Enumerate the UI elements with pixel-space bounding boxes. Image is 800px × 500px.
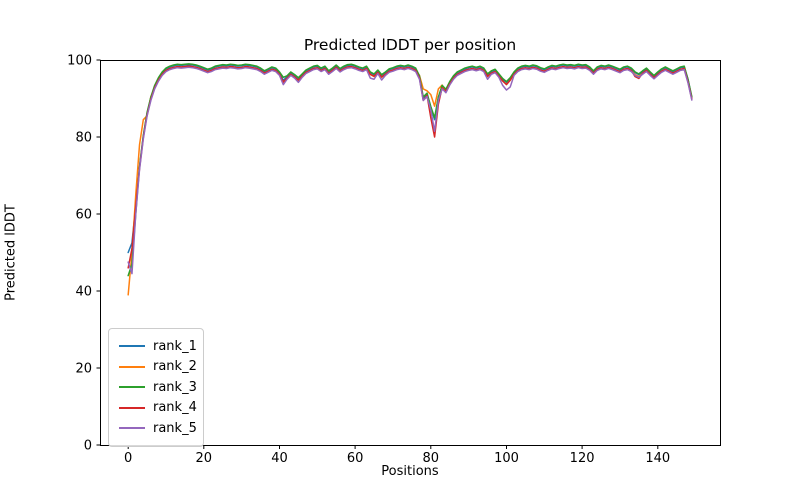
chart-title: Predicted lDDT per position — [303, 36, 517, 54]
series-rank_2 — [127, 65, 693, 296]
x-axis-label: Positions — [381, 464, 439, 479]
x-tick-label: 80 — [423, 451, 440, 466]
series-rank_1 — [127, 63, 693, 254]
legend-label: rank_5 — [153, 420, 197, 436]
legend-line-swatch — [119, 345, 145, 348]
y-tick-label: 0 — [84, 439, 92, 454]
legend-entry: rank_1 — [119, 336, 197, 357]
legend-label: rank_3 — [153, 379, 197, 395]
y-tick-label: 100 — [67, 54, 92, 69]
y-tick-label: 40 — [75, 285, 92, 300]
axes-spines — [100, 60, 721, 446]
legend-line-swatch — [119, 365, 145, 368]
x-tick-label: 20 — [196, 451, 213, 466]
y-axis-label: Predicted lDDT — [3, 204, 19, 301]
y-tick-label: 80 — [75, 131, 92, 146]
legend-entry: rank_2 — [119, 357, 197, 378]
legend-entry: rank_4 — [119, 398, 197, 419]
series-rank_3 — [127, 63, 693, 277]
legend-entry: rank_3 — [119, 377, 197, 398]
x-tick-label: 40 — [271, 451, 288, 466]
legend-label: rank_2 — [153, 359, 197, 375]
x-tick-label: 0 — [124, 451, 132, 466]
legend-line-swatch — [119, 427, 145, 430]
series-rank_4 — [127, 65, 693, 269]
legend-label: rank_4 — [153, 400, 197, 416]
legend-entry: rank_5 — [119, 418, 197, 439]
x-tick-label: 60 — [347, 451, 364, 466]
legend-label: rank_1 — [153, 338, 197, 354]
legend: rank_1 rank_2 rank_3 rank_4 rank_5 — [108, 328, 204, 447]
x-tick-label: 140 — [645, 451, 670, 466]
x-tick-label: 100 — [494, 451, 519, 466]
series-rank_5 — [127, 66, 693, 275]
x-tick-label: 120 — [570, 451, 595, 466]
y-tick-label: 60 — [75, 208, 92, 223]
legend-line-swatch — [119, 386, 145, 389]
legend-line-swatch — [119, 406, 145, 409]
y-tick-label: 20 — [75, 362, 92, 377]
